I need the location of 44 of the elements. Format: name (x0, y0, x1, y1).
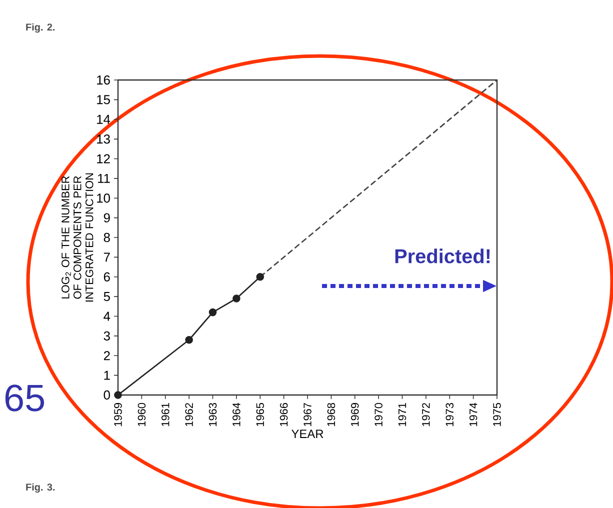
y-tick-label: 12 (97, 154, 110, 164)
y-tick-label: 14 (97, 114, 110, 124)
x-tick-label: 1961 (162, 403, 170, 426)
x-tick-label: 1973 (446, 403, 454, 426)
y-tick-label: 5 (104, 292, 110, 302)
y-tick-label: 3 (104, 331, 110, 341)
x-tick-label: 1971 (398, 403, 406, 426)
point (114, 391, 122, 399)
y-tick-label: 7 (104, 252, 110, 262)
point (208, 308, 217, 316)
y-tick-label: 10 (97, 194, 110, 203)
x-tick-label: 1960 (138, 402, 146, 426)
y-tick-label: 1 (104, 370, 110, 380)
annotation: Predicted! (395, 248, 490, 264)
x-tick-label: 1970 (374, 402, 382, 426)
x-tick-label: 1969 (351, 403, 359, 426)
point (185, 336, 193, 344)
y-tick-label: 0 (104, 390, 110, 400)
x-tick-label: 1964 (232, 402, 240, 426)
y-tick-label: 8 (104, 232, 110, 242)
x-tick-label: 1959 (114, 403, 122, 426)
caption: Fig. 3. (26, 483, 55, 493)
x-tick-label: 1968 (327, 403, 336, 426)
y-tick-label: 9 (104, 213, 110, 222)
y-tick-label: 4 (104, 312, 110, 321)
y-tick-label: 15 (97, 95, 110, 104)
y-tick-label: 6 (104, 272, 110, 282)
x-tick-label: 1974 (469, 402, 478, 426)
y-tick-label: 11 (98, 174, 110, 183)
x-tick-label: 1965 (256, 402, 264, 426)
caption: Fig. 2. (26, 23, 55, 33)
point (256, 272, 264, 281)
y-tick-label: 13 (97, 134, 110, 144)
point (232, 294, 240, 302)
x-tick-label: 1966 (280, 403, 288, 426)
x-tick-label: 1963 (208, 403, 217, 426)
x-tick-label: 1975 (493, 402, 501, 426)
x-tick-label: 1962 (185, 403, 193, 426)
x-tick-label: 1967 (304, 403, 312, 426)
y-tick-label: 2 (104, 351, 110, 360)
y-tick-label: 16 (97, 75, 110, 85)
x-tick-label: 1972 (422, 403, 430, 426)
text: 65 (5, 384, 44, 412)
x-axis-title: YEAR (291, 430, 324, 438)
